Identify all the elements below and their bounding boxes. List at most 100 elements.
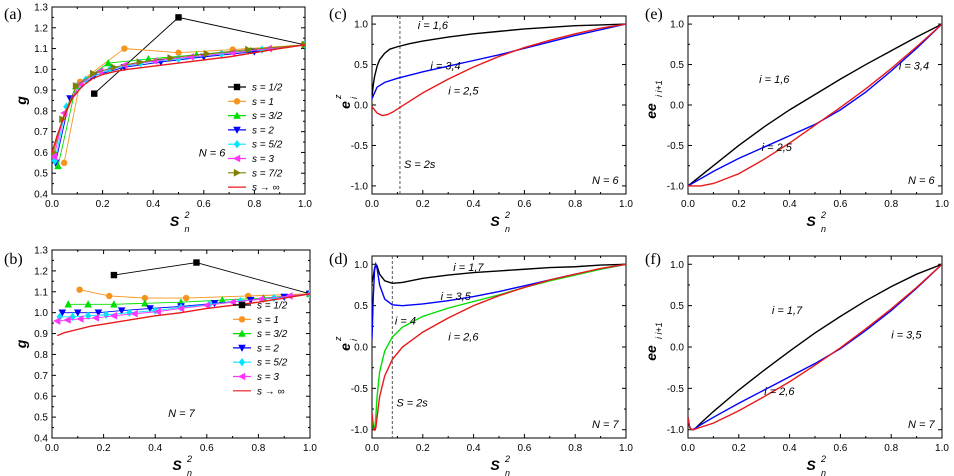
x-axis-title: S [172, 457, 182, 473]
legend-label: s = 3 [252, 154, 274, 165]
chart-panel-a: (a) 0.0 0.2 0.4 0.6 0.8 1.0 0.4 0.5 0.6 0.7 0.8 0.9 1… [4, 3, 312, 235]
x-axis-title-sup: 2 [504, 454, 510, 464]
y-axis-title: e [337, 343, 353, 351]
x-tick-label: 1.0 [298, 199, 312, 210]
x-tick-label: 0.4 [146, 199, 160, 210]
legend-label: s = 1/2 [252, 83, 283, 94]
vline-label: S = 2s [396, 398, 428, 410]
data-point [54, 161, 62, 170]
curve-label: i = 4 [395, 316, 416, 328]
curve-label: i = 1,7 [772, 305, 803, 317]
y-tick-label: -1.0 [667, 425, 685, 436]
x-axis-title-sup: 2 [184, 210, 190, 220]
data-point [104, 59, 112, 67]
series-line [372, 262, 626, 285]
data-point [182, 294, 190, 302]
panel-label: (e) [645, 6, 663, 23]
x-tick-label: 0.8 [568, 199, 582, 210]
y-tick-label: -1.0 [351, 425, 369, 436]
series-line [688, 263, 942, 431]
series-i-2-6 [372, 263, 626, 432]
y-tick-label: 0.6 [34, 392, 48, 403]
series-i-2-5 [688, 23, 942, 187]
data-point [74, 309, 82, 317]
data-point [91, 90, 98, 97]
data-point [175, 49, 182, 56]
y-tick-label: 1.1 [34, 287, 48, 298]
curve-label: i = 1,6 [759, 74, 790, 86]
data-point [52, 152, 58, 161]
data-point [58, 309, 67, 317]
data-point [177, 304, 185, 313]
y-tick-label: 0.8 [34, 106, 48, 117]
y-axis-title: ee [643, 345, 659, 361]
legend-label: s = 3 [257, 372, 279, 383]
n-annotation: N = 7 [168, 408, 195, 420]
y-axis-title: ee [643, 103, 659, 119]
data-point [76, 315, 84, 323]
curve-label: i = 1,7 [453, 262, 484, 274]
y-tick-label: 0.7 [34, 371, 48, 382]
series-i-1-7 [688, 263, 942, 431]
series-s-7-2 [52, 41, 305, 156]
n-annotation: N = 6 [908, 175, 935, 187]
series-line [372, 23, 626, 99]
data-point [110, 271, 118, 279]
series-s-3 [53, 291, 310, 325]
n-annotation: N = 7 [908, 419, 935, 431]
y-tick-label: 1.0 [34, 65, 48, 76]
x-axis-title-sub: n [187, 468, 192, 476]
legend-marker [238, 301, 246, 309]
curve-label: i = 3,4 [899, 60, 929, 72]
legend-label: s = 7/2 [252, 168, 283, 179]
y-tick-label: 1.2 [34, 23, 48, 34]
legend-label: s = 2 [252, 125, 274, 136]
panel-label: (c) [329, 6, 347, 23]
data-point [90, 69, 98, 78]
data-point [202, 301, 210, 310]
legend-label: s = 5/2 [257, 358, 288, 369]
y-tick-label: -0.5 [667, 384, 685, 395]
series-line [688, 263, 942, 431]
y-tick-label: 1.1 [34, 44, 48, 55]
series-line [52, 44, 305, 153]
x-tick-label: 0.8 [884, 443, 898, 454]
x-tick-label: 0.6 [833, 199, 847, 210]
legend-label: s = 3/2 [252, 111, 283, 122]
y-tick-label: 0.5 [670, 301, 684, 312]
legend-label: s = 2 [257, 343, 279, 354]
chart-panel-e: (e) 0.0 0.2 0.4 0.6 0.8 1.0 -1.0 -0.5 0.0 0.5 1.0 S 2… [643, 6, 949, 234]
y-tick-label: 0.4 [34, 190, 48, 201]
data-point [53, 317, 61, 325]
data-point [130, 309, 138, 318]
legend-marker [238, 316, 246, 323]
chart-panel-c: (c) 0.0 0.2 0.4 0.6 0.8 1.0 -1.0 -0.5 0.0 0.5 1.0 S 2… [329, 6, 633, 234]
y-tick-label: 1.0 [670, 260, 684, 271]
data-point [63, 102, 70, 111]
plot-frame [371, 255, 627, 439]
y-axis-title: g [13, 96, 29, 106]
y-tick-label: -0.5 [667, 141, 685, 152]
x-tick-label: 1.0 [619, 199, 633, 210]
series-line [372, 23, 626, 97]
data-point [175, 54, 182, 64]
y-tick-label: 0.5 [670, 60, 684, 71]
y-tick-label: 0.5 [354, 301, 368, 312]
panel-label: (f) [645, 251, 661, 268]
x-tick-label: 0.0 [45, 199, 59, 210]
x-tick-label: 0.8 [251, 443, 265, 454]
y-tick-label: -0.5 [351, 141, 369, 152]
chart-panel-d: (d) 0.0 0.2 0.4 0.6 0.8 1.0 -1.0 -0.5 0.0 0.5 1.0 S 2… [329, 251, 633, 476]
data-point [146, 305, 154, 313]
series-line [113, 262, 310, 295]
series-line [372, 23, 626, 117]
x-tick-label: 0.4 [783, 443, 797, 454]
plot-frame [687, 15, 943, 195]
legend-label: s = 1 [252, 97, 274, 108]
x-tick-label: 0.0 [365, 199, 379, 210]
data-point [245, 45, 253, 54]
curve-label: i = 1,6 [418, 20, 449, 32]
legend-marker [233, 111, 241, 119]
x-tick-label: 0.4 [148, 443, 162, 454]
x-tick-label: 0.4 [467, 443, 481, 454]
